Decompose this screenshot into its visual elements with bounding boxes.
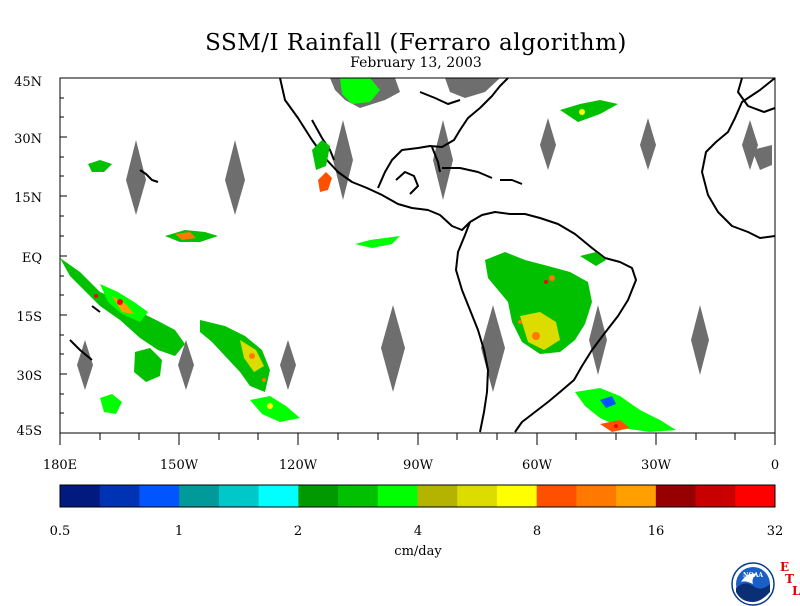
colorbar-cell <box>576 485 617 507</box>
south-america-coast <box>469 211 637 433</box>
map-frame <box>59 77 776 434</box>
lon-label-120w: 120W <box>279 458 318 473</box>
colorbar <box>60 485 776 507</box>
yucatan <box>395 171 419 195</box>
colorbar-tick-1: 1 <box>175 524 183 539</box>
coastlines <box>69 77 776 433</box>
colorbar-cell <box>139 485 180 507</box>
colorbar-cell <box>735 485 776 507</box>
gulf-coast <box>377 77 509 189</box>
new-caledonia <box>91 305 101 313</box>
lat-label-15n: 15N <box>14 191 42 206</box>
africa-coast <box>701 77 776 239</box>
hispaniola <box>500 179 523 185</box>
colorbar-frame <box>59 484 776 508</box>
swath-gap <box>640 118 656 170</box>
map-date-subtitle: February 13, 2003 <box>350 55 482 71</box>
lon-label-180e: 180E <box>43 458 77 473</box>
lat-label-15s: 15S <box>17 310 42 325</box>
rainfall-patches <box>60 78 676 432</box>
lat-label-30n: 30N <box>14 132 42 147</box>
lon-label-0: 0 <box>771 458 779 473</box>
swath-gap <box>225 140 245 215</box>
swath-gap <box>540 118 556 170</box>
colorbar-cell <box>695 485 736 507</box>
colorbar-cell <box>536 485 577 507</box>
south-america-west-coast <box>455 221 489 433</box>
colorbar-cell <box>377 485 418 507</box>
cuba <box>442 167 493 179</box>
new-zealand <box>69 339 93 361</box>
colorbar-tick-2: 2 <box>294 524 302 539</box>
colorbar-cell <box>655 485 697 507</box>
swath-gap <box>126 140 146 215</box>
colorbar-cell <box>218 485 260 507</box>
colorbar-tick-4: 4 <box>414 524 422 539</box>
swath-gap <box>742 120 758 170</box>
colorbar-tick-32: 32 <box>767 524 784 539</box>
lon-label-150w: 150W <box>160 458 199 473</box>
etl-letter-e: E <box>780 560 790 574</box>
swath-gap <box>589 305 607 375</box>
colorbar-cell <box>179 485 220 507</box>
colorbar-cell <box>417 485 458 507</box>
colorbar-cell <box>298 485 339 507</box>
europe-coast <box>737 77 776 113</box>
colorbar-cell <box>457 485 498 507</box>
swath-gap <box>481 305 505 392</box>
colorbar-cell <box>496 485 538 507</box>
etl-letter-t: T <box>785 572 794 586</box>
lat-label-eq: EQ <box>22 251 42 266</box>
swath-gap <box>77 340 93 390</box>
colorbar-tick-8: 8 <box>533 524 541 539</box>
lat-label-45s: 45S <box>17 424 42 439</box>
colorbar-cell <box>99 485 140 507</box>
noaa-logo: NOAA <box>731 562 775 606</box>
swath-gap <box>433 120 453 200</box>
colorbar-cell <box>258 485 299 507</box>
hawaii <box>139 169 159 183</box>
noaa-logo-text: NOAA <box>743 572 763 579</box>
lon-label-90w: 90W <box>403 458 434 473</box>
swath-gap <box>178 340 194 390</box>
lon-label-30w: 30W <box>641 458 672 473</box>
colorbar-unit-label: cm/day <box>394 544 442 559</box>
swath-gap <box>381 305 405 392</box>
lon-label-60w: 60W <box>522 458 553 473</box>
colorbar-cell <box>616 485 657 507</box>
colorbar-tick-0-5: 0.5 <box>50 524 71 539</box>
lat-label-30s: 30S <box>17 369 42 384</box>
no-data-north <box>445 78 500 98</box>
great-lakes <box>419 91 461 105</box>
colorbar-cell <box>338 485 379 507</box>
colorbar-cell <box>60 485 101 507</box>
colorbar-tick-16: 16 <box>648 524 665 539</box>
map-title: SSM/I Rainfall (Ferraro algorithm) <box>205 30 627 56</box>
swath-gap <box>333 120 353 200</box>
north-america-coast <box>279 77 471 231</box>
longitude-axis <box>59 433 776 445</box>
latitude-axis <box>60 77 67 434</box>
swath-gap <box>280 340 296 390</box>
no-data-africa <box>752 145 772 170</box>
lat-label-45n: 45N <box>14 75 42 90</box>
etl-letter-l: L <box>792 584 800 598</box>
florida <box>431 146 441 173</box>
swath-gap <box>691 305 709 375</box>
